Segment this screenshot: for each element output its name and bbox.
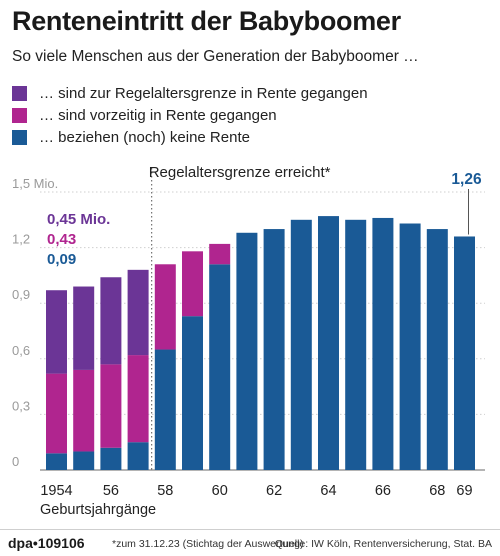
bar-none-1969 (454, 236, 475, 470)
bar-none-1954 (46, 453, 67, 470)
source-note: Quelle: IW Köln, Rentenversicherung, Sta… (274, 538, 492, 550)
x-tick-label: 68 (429, 483, 445, 499)
y-tick-label: 1,5 Mio. (12, 176, 58, 191)
x-axis-ticks: 1954 56 58 60 62 64 66 68 69 Geburtsjahrgänge (40, 483, 473, 518)
legend-item-regular: … sind zur Regelaltersgrenze in Rente ge… (12, 82, 368, 104)
legend-swatch-none (12, 129, 27, 145)
legend-swatch-early (12, 107, 27, 123)
bar-early-1954 (46, 373, 67, 454)
last-bar-value-label: 1,26 (451, 171, 482, 188)
brand-id: 109106 (37, 535, 85, 551)
brand-dot: • (32, 535, 38, 551)
x-tick-label: 66 (375, 483, 391, 499)
bar-early-1957 (127, 355, 149, 443)
bar-none-1955 (73, 451, 95, 470)
bar-early-1958 (154, 264, 176, 350)
dpa-logo: dpa•109106 (8, 535, 85, 551)
bar-early-1956 (100, 364, 122, 448)
footnote: *zum 31.12.23 (Stichtag der Auswertung) (112, 538, 304, 550)
bar-early-1960 (209, 243, 231, 265)
footer: dpa•109106 *zum 31.12.23 (Stichtag der A… (0, 529, 500, 556)
regelalter-label: Regelaltersgrenze erreicht* (149, 164, 331, 181)
legend: … sind zur Regelaltersgrenze in Rente ge… (12, 82, 368, 148)
bar-none-1958 (154, 349, 176, 470)
bar-none-1960 (209, 264, 231, 470)
x-tick-label: 1954 (40, 483, 72, 499)
x-tick-label: 64 (320, 483, 336, 499)
x-tick-label: 56 (103, 483, 119, 499)
bar-none-1962 (263, 229, 285, 470)
bar-none-1966 (372, 217, 394, 470)
y-tick-label: 0 (12, 454, 19, 469)
x-axis-label: Geburtsjahrgänge (40, 502, 156, 518)
y-tick-label: 1,2 (12, 232, 30, 247)
legend-item-none: … beziehen (noch) keine Rente (12, 126, 368, 148)
bar-regular-1954 (46, 290, 67, 374)
x-tick-label: 62 (266, 483, 282, 499)
bar-none-1964 (318, 216, 339, 470)
bar-chart: 0 0,3 0,6 0,9 1,2 1,5 Mio. 1954 56 58 60 62 64 66 68… (12, 164, 485, 518)
legend-swatch-regular (12, 85, 27, 101)
annotations: Regelaltersgrenze erreicht* 0,45 Mio. 0,43… (47, 164, 482, 470)
bar-none-1963 (290, 219, 312, 470)
x-tick-label: 60 (212, 483, 228, 499)
page-title: Renteneintritt der Babyboomer (12, 6, 401, 36)
bar-none-1967 (399, 223, 421, 470)
bar-none-1961 (236, 232, 258, 470)
bar-none-1965 (345, 219, 367, 470)
bar-none-1957 (127, 442, 149, 470)
bar-early-1959 (182, 251, 203, 317)
bars (46, 216, 475, 470)
brand-name: dpa (8, 535, 33, 551)
x-tick-label: 69 (456, 483, 472, 499)
x-tick-label: 58 (157, 483, 173, 499)
legend-label-regular: … sind zur Regelaltersgrenze in Rente ge… (39, 84, 368, 102)
y-tick-label: 0,9 (12, 287, 30, 302)
y-tick-label: 0,3 (12, 398, 30, 413)
legend-label-early: … sind vorzeitig in Rente gegangen (39, 106, 277, 124)
legend-label-none: … beziehen (noch) keine Rente (39, 128, 250, 146)
first-bar-value-label: 0,09 (47, 251, 76, 268)
y-tick-label: 0,6 (12, 343, 30, 358)
first-bar-value-label: 0,43 (47, 231, 76, 248)
bar-regular-1956 (100, 277, 122, 365)
page-subtitle: So viele Menschen aus der Generation der… (12, 48, 419, 65)
bar-none-1968 (426, 229, 448, 470)
legend-item-early: … sind vorzeitig in Rente gegangen (12, 104, 368, 126)
y-axis-ticks: 0 0,3 0,6 0,9 1,2 1,5 Mio. (12, 176, 58, 469)
bar-early-1955 (73, 369, 95, 452)
bar-regular-1957 (127, 269, 149, 356)
bar-regular-1955 (73, 286, 95, 370)
bar-none-1956 (100, 447, 122, 470)
bar-none-1959 (182, 316, 203, 470)
first-bar-value-label: 0,45 Mio. (47, 211, 110, 228)
